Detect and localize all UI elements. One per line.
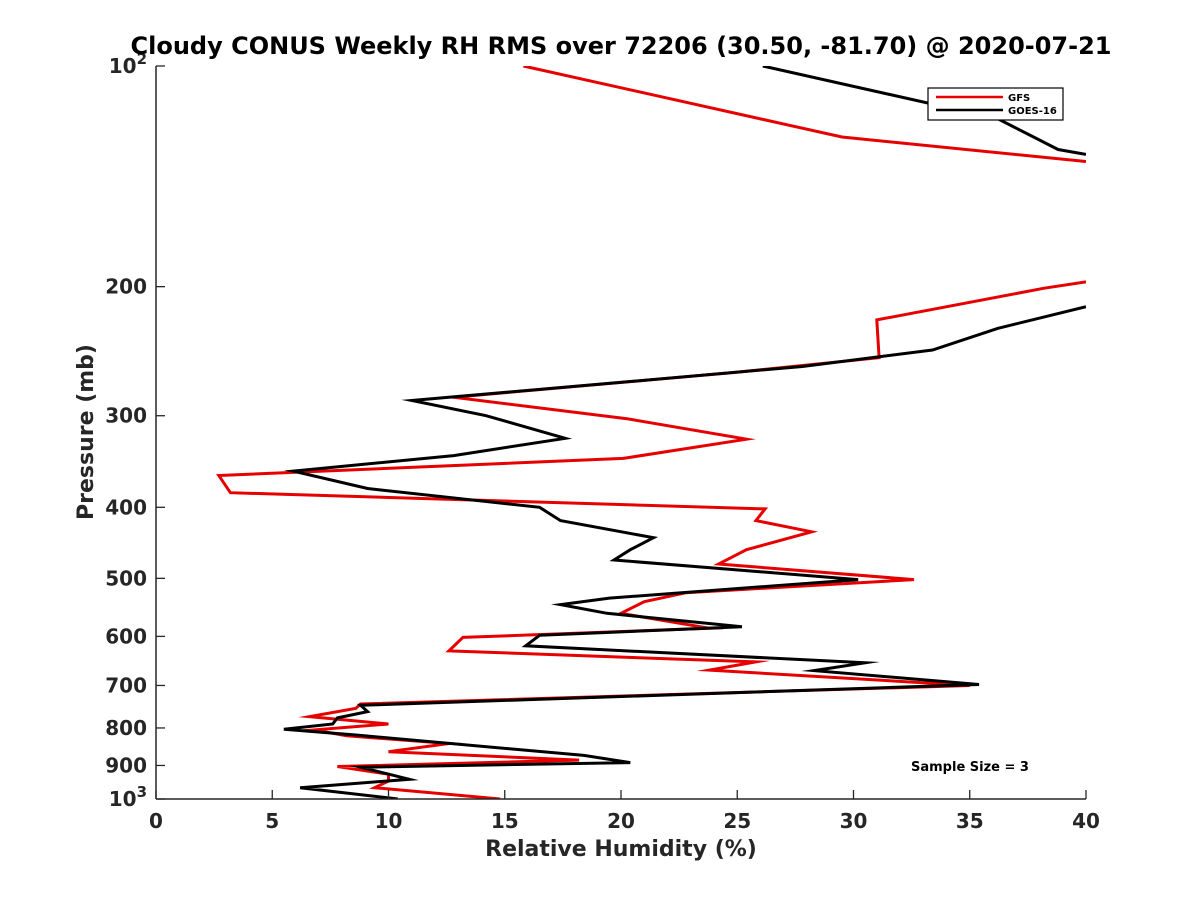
y-axis-label: Pressure (mb): [74, 344, 99, 520]
legend-label-goes-16: GOES-16: [1008, 106, 1057, 117]
x-tick-label: 5: [265, 809, 279, 833]
y-tick-label: 900: [105, 753, 147, 777]
plot-area: [156, 66, 1086, 799]
y-tick-label: 800: [105, 716, 147, 740]
legend: GFS GOES-16: [927, 87, 1064, 121]
sample-size-annotation: Sample Size = 3: [911, 760, 1029, 775]
series-line-gfs-segment-1: [523, 66, 1086, 163]
x-tick-label: 30: [840, 809, 868, 833]
y-tick-label: 102: [109, 50, 147, 78]
y-tick-label: 500: [105, 566, 147, 590]
y-tick-label: 103: [109, 783, 147, 811]
legend-box: [927, 87, 1064, 121]
y-tick-label: 700: [105, 673, 147, 697]
x-tick-label: 40: [1072, 809, 1100, 833]
y-tick-label: 600: [105, 624, 147, 648]
series-layer: [216, 66, 1086, 799]
x-tick-label: 10: [375, 809, 403, 833]
y-tick-label: 400: [105, 495, 147, 519]
y-tick-label: 300: [105, 404, 147, 428]
series-line-goes-16-segment-2: [283, 305, 1086, 799]
tick-layer: 0 5 10 15 20 25 30 35 40 102 200 300 400 500 600 700 800…: [105, 50, 1100, 833]
legend-label-gfs: GFS: [1008, 93, 1030, 104]
x-tick-label: 20: [607, 809, 635, 833]
y-tick-label: 200: [105, 275, 147, 299]
series-line-goes-16-segment-1: [762, 66, 1086, 156]
x-tick-label: 25: [723, 809, 751, 833]
x-axis-label: Relative Humidity (%): [485, 837, 757, 862]
x-tick-label: 0: [149, 809, 163, 833]
chart-title: Cloudy CONUS Weekly RH RMS over 72206 (3…: [131, 32, 1112, 60]
x-tick-label: 15: [491, 809, 519, 833]
series-line-gfs-segment-2: [216, 280, 1086, 799]
x-tick-label: 35: [956, 809, 984, 833]
